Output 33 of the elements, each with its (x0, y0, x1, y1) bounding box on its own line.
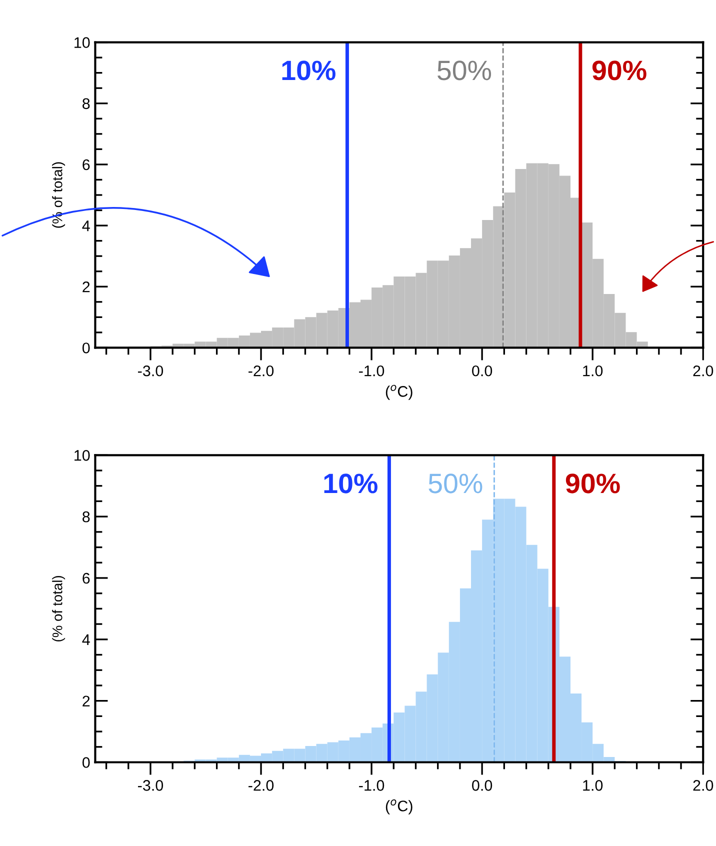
y-tick-label: 4 (82, 634, 90, 645)
x-tick-label: 2.0 (693, 365, 714, 376)
y-tick-label: 6 (82, 572, 90, 584)
y-tick-label: 8 (82, 511, 90, 522)
annotation: 10% (324, 474, 378, 494)
x-tick-label: -3.0 (138, 780, 164, 791)
x-tick-label: 1.0 (583, 780, 603, 791)
x-axis-title: ($^{o}$C) (386, 799, 412, 814)
x-tick-label: -2.0 (248, 365, 274, 376)
y-tick-label: 2 (82, 281, 90, 292)
y-tick-label: 2 (82, 696, 90, 706)
annotation: 10% (282, 60, 336, 80)
y-tick-label: 6 (82, 159, 90, 170)
y-tick-label: 8 (82, 98, 90, 110)
y-tick-label: 0 (82, 342, 90, 354)
x-tick-label: 0.0 (472, 365, 492, 376)
x-tick-label: 1.0 (583, 365, 603, 376)
annotation: 90% (566, 474, 620, 494)
annotation: 50% (428, 474, 482, 494)
y-axis-title: (% of total) (52, 576, 66, 642)
x-tick-label: 0.0 (472, 780, 492, 791)
y-tick-label: 4 (82, 220, 90, 232)
x-tick-label: -2.0 (248, 780, 274, 791)
y-tick-label: 10 (74, 450, 90, 461)
x-tick-label: -1.0 (359, 780, 384, 791)
y-tick-label: 10 (74, 37, 90, 48)
x-tick-label: -3.0 (138, 365, 164, 376)
y-tick-label: 0 (82, 757, 90, 768)
annotation: 90% (592, 60, 646, 80)
annotation: 50% (438, 60, 492, 80)
x-tick-label: -1.0 (359, 365, 384, 376)
x-axis-title: ($^{o}$C) (386, 384, 412, 400)
x-tick-label: 2.0 (693, 780, 714, 791)
